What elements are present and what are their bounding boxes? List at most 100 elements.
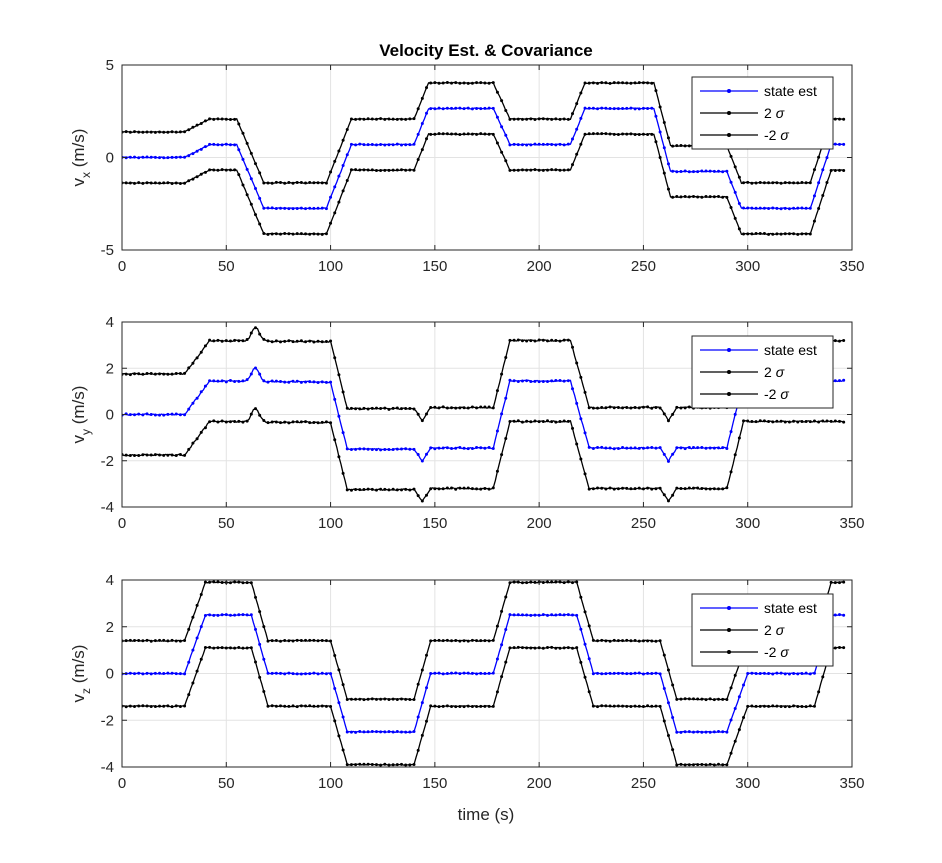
series-state-est-point xyxy=(408,730,412,734)
series-state-est-point xyxy=(450,671,454,675)
series-minus-2-sigma-point xyxy=(604,704,608,708)
series-minus-2-sigma-point xyxy=(379,763,383,767)
series-state-est-point xyxy=(608,446,612,450)
series-plus-2-sigma-point xyxy=(341,390,345,394)
series-minus-2-sigma-point xyxy=(354,763,358,767)
series-plus-2-sigma-point xyxy=(233,580,237,584)
series-minus-2-sigma-point xyxy=(354,488,358,492)
series-plus-2-sigma-point xyxy=(354,117,358,121)
series-minus-2-sigma-point xyxy=(441,132,445,136)
series-minus-2-sigma-point xyxy=(454,705,458,709)
series-minus-2-sigma-point xyxy=(675,486,679,490)
series-minus-2-sigma-point xyxy=(520,420,524,424)
series-minus-2-sigma-point xyxy=(124,705,128,709)
x-tick-label: 150 xyxy=(422,515,447,532)
y-tick-label: 2 xyxy=(106,619,114,636)
series-plus-2-sigma-point xyxy=(537,338,541,342)
series-plus-2-sigma-point xyxy=(308,339,312,343)
series-minus-2-sigma-point xyxy=(166,453,170,457)
series-state-est-point xyxy=(612,447,616,451)
series-minus-2-sigma-point xyxy=(262,690,266,694)
series-state-est-point xyxy=(579,627,583,631)
series-plus-2-sigma-point xyxy=(133,130,137,134)
series-minus-2-sigma-point xyxy=(654,140,658,144)
series-state-est-point xyxy=(312,671,316,675)
series-plus-2-sigma-point xyxy=(253,162,257,166)
series-minus-2-sigma-point xyxy=(387,168,391,172)
series-minus-2-sigma-point xyxy=(274,232,278,236)
legend-label: state est xyxy=(764,600,817,616)
series-minus-2-sigma-point xyxy=(312,420,316,424)
series-plus-2-sigma-point xyxy=(525,117,529,121)
series-state-est-point xyxy=(333,185,337,189)
series-plus-2-sigma-point xyxy=(341,138,345,142)
series-state-est-point xyxy=(600,445,604,449)
series-plus-2-sigma-point xyxy=(187,366,191,370)
series-minus-2-sigma-point xyxy=(354,168,358,172)
series-state-est-point xyxy=(279,206,283,210)
series-state-est-point xyxy=(650,672,654,676)
series-plus-2-sigma-point xyxy=(608,81,612,85)
series-state-est-point xyxy=(566,142,570,146)
series-state-est-point xyxy=(475,446,479,450)
y-axis-label: vz (m/s) xyxy=(69,645,93,703)
series-minus-2-sigma-point xyxy=(495,469,499,473)
series-minus-2-sigma-point xyxy=(512,646,516,650)
series-plus-2-sigma-point xyxy=(245,338,249,342)
series-minus-2-sigma-point xyxy=(783,420,787,424)
series-minus-2-sigma-point xyxy=(733,216,737,220)
series-plus-2-sigma-point xyxy=(650,81,654,85)
series-plus-2-sigma-point xyxy=(817,155,821,159)
series-minus-2-sigma-point xyxy=(166,704,170,708)
series-state-est-point xyxy=(337,701,341,705)
x-tick-label: 0 xyxy=(118,258,126,275)
series-minus-2-sigma-point xyxy=(704,487,708,491)
series-state-est-point xyxy=(329,672,333,676)
series-minus-2-sigma-point xyxy=(808,704,812,708)
series-state-est-point xyxy=(258,372,262,376)
series-minus-2-sigma-point xyxy=(370,762,374,766)
series-plus-2-sigma-point xyxy=(145,371,149,375)
series-minus-2-sigma-point xyxy=(253,213,257,217)
series-minus-2-sigma-point xyxy=(641,704,645,708)
series-plus-2-sigma-point xyxy=(383,406,387,410)
series-minus-2-sigma-point xyxy=(399,488,403,492)
series-minus-2-sigma-point xyxy=(408,488,412,492)
series-state-est-point xyxy=(616,447,620,450)
series-minus-2-sigma-point xyxy=(262,418,266,422)
series-plus-2-sigma-point xyxy=(191,125,195,129)
series-minus-2-sigma-point xyxy=(658,156,662,160)
series-minus-2-sigma-point xyxy=(266,421,270,425)
series-minus-2-sigma-point xyxy=(621,132,625,136)
series-plus-2-sigma-point xyxy=(454,81,458,85)
series-minus-2-sigma-point xyxy=(612,132,616,136)
series-plus-2-sigma-point xyxy=(395,406,399,410)
x-tick-label: 100 xyxy=(318,775,343,792)
series-minus-2-sigma-point xyxy=(800,705,804,709)
series-state-est-point xyxy=(187,154,191,158)
series-state-est-point xyxy=(604,446,608,450)
series-minus-2-sigma xyxy=(122,645,846,767)
series-plus-2-sigma-point xyxy=(425,412,429,416)
series-plus-2-sigma-point xyxy=(253,595,257,599)
series-plus-2-sigma-point xyxy=(562,338,566,342)
series-state-est-point xyxy=(742,683,746,687)
series-minus-2-sigma-point xyxy=(633,132,637,136)
series-plus-2-sigma-point xyxy=(208,580,212,584)
series-plus-2-sigma-point xyxy=(616,81,620,85)
series-state-est-point xyxy=(596,107,600,111)
series-plus-2-sigma-point xyxy=(437,81,441,85)
series-state-est-point xyxy=(708,730,712,734)
series-plus-2-sigma-point xyxy=(212,339,216,343)
series-minus-2-sigma-point xyxy=(362,487,366,491)
series-plus-2-sigma-point xyxy=(837,581,841,585)
series-plus-2-sigma-point xyxy=(454,639,458,643)
series-minus-2-sigma-point xyxy=(571,426,575,430)
series-state-est-point xyxy=(216,613,220,617)
series-plus-2-sigma-point xyxy=(529,339,533,343)
series-minus-2-sigma-point xyxy=(245,419,249,423)
series-minus-2-sigma-point xyxy=(145,704,149,708)
series-plus-2-sigma-point xyxy=(358,117,362,121)
series-minus-2-sigma-point xyxy=(199,430,203,434)
series-state-est-point xyxy=(349,730,353,734)
